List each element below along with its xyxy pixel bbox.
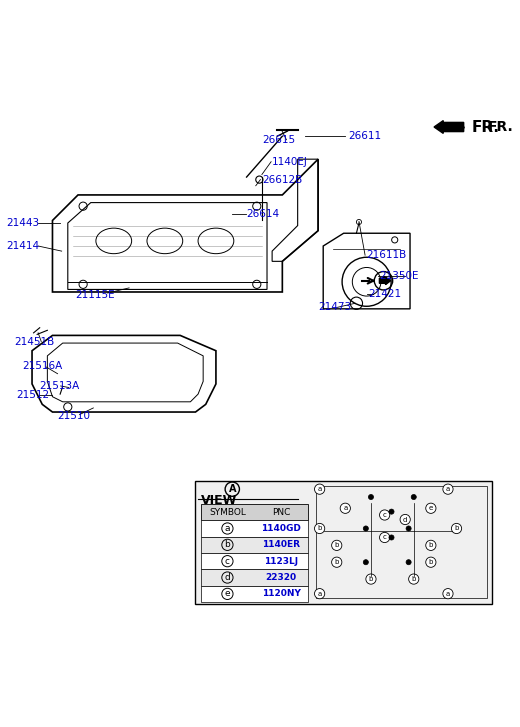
Text: A: A xyxy=(380,276,387,286)
Circle shape xyxy=(389,509,394,514)
Text: 1140GD: 1140GD xyxy=(261,524,301,533)
Circle shape xyxy=(443,484,453,494)
Text: 21451B: 21451B xyxy=(14,337,55,347)
Circle shape xyxy=(451,523,462,534)
Circle shape xyxy=(315,484,324,494)
Circle shape xyxy=(411,494,417,499)
Text: 21350E: 21350E xyxy=(380,270,419,281)
Text: b: b xyxy=(225,540,230,550)
Text: b: b xyxy=(454,526,459,531)
Text: a: a xyxy=(225,524,230,533)
Circle shape xyxy=(380,510,390,520)
Text: 1140ER: 1140ER xyxy=(262,540,300,550)
Text: 21512: 21512 xyxy=(17,390,50,400)
Text: d: d xyxy=(403,516,407,523)
Circle shape xyxy=(400,515,410,525)
Circle shape xyxy=(406,560,411,565)
Circle shape xyxy=(380,532,390,542)
Circle shape xyxy=(426,540,436,550)
Text: 21510: 21510 xyxy=(58,411,90,421)
Bar xyxy=(201,569,308,586)
Text: 26611: 26611 xyxy=(349,131,382,141)
Circle shape xyxy=(409,574,419,585)
Circle shape xyxy=(426,557,436,567)
Circle shape xyxy=(332,540,342,550)
Text: c: c xyxy=(383,534,386,540)
Circle shape xyxy=(340,503,350,513)
Text: a: a xyxy=(446,590,450,597)
Text: PNC: PNC xyxy=(272,507,290,517)
Text: VIEW: VIEW xyxy=(201,494,237,507)
Bar xyxy=(201,521,308,537)
Text: b: b xyxy=(317,526,322,531)
Text: 26614: 26614 xyxy=(246,209,280,219)
Text: 21473: 21473 xyxy=(318,302,351,313)
FancyBboxPatch shape xyxy=(196,481,492,603)
Text: 21115E: 21115E xyxy=(75,289,115,300)
Text: 21513A: 21513A xyxy=(40,382,80,391)
Text: 1140EJ: 1140EJ xyxy=(272,157,308,166)
Text: a: a xyxy=(446,486,450,492)
Text: 21443: 21443 xyxy=(6,218,40,228)
Text: 1123LJ: 1123LJ xyxy=(264,557,298,566)
Text: 26615: 26615 xyxy=(262,134,295,145)
FancyArrow shape xyxy=(380,277,391,284)
Circle shape xyxy=(443,589,453,599)
Bar xyxy=(201,504,308,521)
Text: 22320: 22320 xyxy=(266,573,296,582)
Text: b: b xyxy=(369,576,373,582)
Text: FR.: FR. xyxy=(471,120,499,135)
Text: 21414: 21414 xyxy=(6,241,40,251)
Text: 21516A: 21516A xyxy=(22,361,62,371)
Circle shape xyxy=(315,523,324,534)
Text: FR.: FR. xyxy=(488,120,513,134)
Circle shape xyxy=(332,557,342,567)
Circle shape xyxy=(363,526,368,531)
Text: A: A xyxy=(228,484,236,494)
FancyArrow shape xyxy=(434,121,464,133)
Circle shape xyxy=(406,526,411,531)
Text: d: d xyxy=(225,573,230,582)
Text: b: b xyxy=(334,559,339,565)
Text: 26612B: 26612B xyxy=(262,174,302,185)
Text: 21611B: 21611B xyxy=(367,250,407,260)
Circle shape xyxy=(366,574,376,585)
Bar xyxy=(201,553,308,569)
Bar xyxy=(201,537,308,553)
Text: e: e xyxy=(428,505,433,511)
Text: SYMBOL: SYMBOL xyxy=(209,507,246,517)
Text: b: b xyxy=(428,559,433,565)
Text: b: b xyxy=(411,576,416,582)
Text: b: b xyxy=(428,542,433,548)
Text: b: b xyxy=(334,542,339,548)
Text: c: c xyxy=(225,557,230,566)
Bar xyxy=(201,586,308,602)
Circle shape xyxy=(315,589,324,599)
Bar xyxy=(316,486,487,598)
Text: a: a xyxy=(343,505,347,511)
Circle shape xyxy=(368,494,373,499)
Circle shape xyxy=(363,560,368,565)
Circle shape xyxy=(426,503,436,513)
Circle shape xyxy=(389,535,394,540)
Text: a: a xyxy=(318,590,322,597)
Text: 21421: 21421 xyxy=(368,289,401,299)
Text: c: c xyxy=(383,512,386,518)
Text: e: e xyxy=(225,590,230,598)
Text: 1120NY: 1120NY xyxy=(262,590,301,598)
Text: a: a xyxy=(318,486,322,492)
